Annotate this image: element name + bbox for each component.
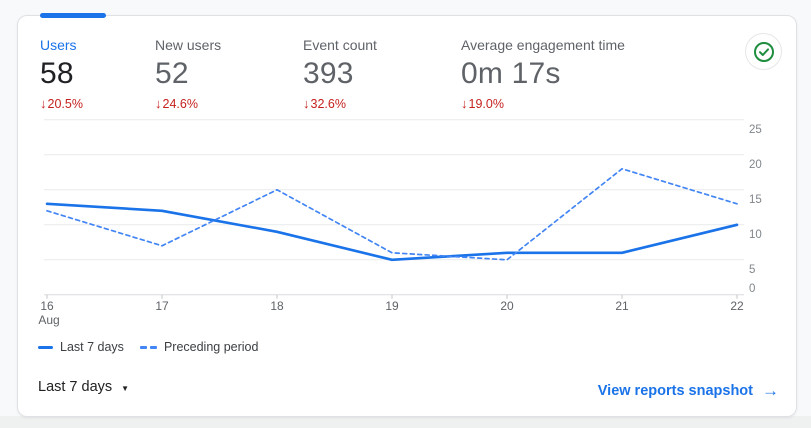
metric-value: 58 <box>40 57 74 90</box>
active-tab-indicator <box>40 13 106 18</box>
dashed-line-swatch <box>139 345 157 349</box>
legend-label-last-7-days: Last 7 days <box>60 340 124 354</box>
metric-delta: ↓ 32.6% <box>303 96 377 111</box>
check-circle-icon <box>753 41 774 62</box>
down-arrow-icon: ↓ <box>40 96 47 111</box>
date-range-dropdown[interactable]: Last 7 days ▼ <box>38 379 129 395</box>
metric-delta-value: 19.0% <box>468 96 504 111</box>
metric-tab-new-users[interactable]: New users 52 ↓ 24.6% <box>155 36 221 111</box>
metric-tab-avg-engagement-time[interactable]: Average engagement time 0m 17s ↓ 19.0% <box>461 36 625 111</box>
metric-delta-value: 32.6% <box>310 96 346 111</box>
metric-delta: ↓ 19.0% <box>461 96 625 111</box>
reports-snapshot-card <box>17 15 797 417</box>
metric-label: Users <box>40 37 77 53</box>
metric-label: Event count <box>303 37 377 53</box>
legend-label-preceding-period: Preceding period <box>163 340 259 354</box>
metric-delta: ↓ 24.6% <box>155 96 221 111</box>
date-range-label: Last 7 days <box>38 379 113 395</box>
solid-line-swatch <box>38 345 53 349</box>
down-arrow-icon: ↓ <box>155 96 162 111</box>
chart-legend: Last 7 days Preceding period <box>38 340 274 354</box>
down-arrow-icon: ↓ <box>461 96 468 111</box>
metric-delta-value: 24.6% <box>162 96 198 111</box>
metric-value: 393 <box>303 57 354 90</box>
down-arrow-icon: ↓ <box>303 96 310 111</box>
caret-down-icon: ▼ <box>121 383 130 393</box>
metric-label: Average engagement time <box>461 37 625 53</box>
metric-value: 52 <box>155 57 189 90</box>
data-quality-status-button[interactable] <box>745 33 782 70</box>
link-label: View reports snapshot <box>597 382 753 399</box>
arrow-right-icon: → <box>762 381 779 400</box>
page-background-strip <box>0 416 811 428</box>
view-reports-snapshot-link[interactable]: View reports snapshot → <box>598 380 779 401</box>
metric-tab-event-count[interactable]: Event count 393 ↓ 32.6% <box>303 36 377 111</box>
metric-label: New users <box>155 37 222 53</box>
metric-delta: ↓ 20.5% <box>40 96 83 111</box>
metric-delta-value: 20.5% <box>47 96 83 111</box>
metric-tab-users[interactable]: Users 58 ↓ 20.5% <box>40 36 83 111</box>
metric-value: 0m 17s <box>461 57 561 90</box>
